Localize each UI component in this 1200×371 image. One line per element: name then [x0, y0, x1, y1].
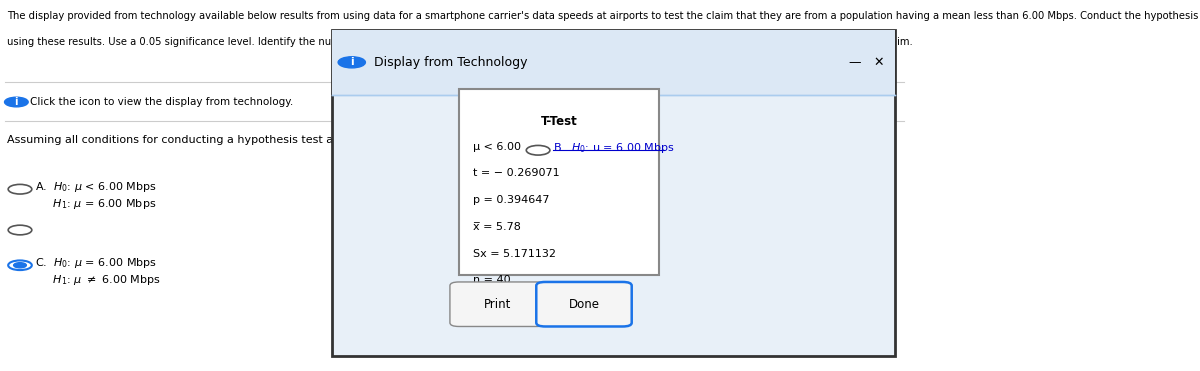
Text: Sx = 5.171132: Sx = 5.171132 [473, 249, 556, 259]
Text: $H_1$: $\mu$ = 6.00 Mbps: $H_1$: $\mu$ = 6.00 Mbps [35, 197, 156, 211]
Text: Assuming all conditions for conducting a hypothesis test are met, what are the n: Assuming all conditions for conducting a… [7, 135, 635, 145]
FancyBboxPatch shape [450, 282, 545, 326]
Text: Done: Done [569, 298, 600, 311]
Text: B.  $H_0$: u = 6.00 Mbps: B. $H_0$: u = 6.00 Mbps [553, 141, 674, 155]
Text: x̅ = 5.78: x̅ = 5.78 [473, 222, 521, 232]
FancyBboxPatch shape [536, 282, 631, 326]
Text: C.  $H_0$: $\mu$ = 6.00 Mbps: C. $H_0$: $\mu$ = 6.00 Mbps [35, 256, 156, 270]
Text: i: i [350, 58, 354, 67]
Text: μ < 6.00: μ < 6.00 [473, 142, 521, 152]
Text: using these results. Use a 0.05 significance level. Identify the null and altern: using these results. Use a 0.05 signific… [7, 37, 913, 47]
Text: Print: Print [484, 298, 511, 311]
Circle shape [338, 57, 365, 68]
FancyBboxPatch shape [331, 30, 895, 95]
Text: Display from Technology: Display from Technology [373, 56, 527, 69]
Circle shape [13, 263, 26, 268]
Text: p = 0.394647: p = 0.394647 [473, 195, 550, 205]
Text: $H_1$: $\mu$ $\neq$ 6.00 Mbps: $H_1$: $\mu$ $\neq$ 6.00 Mbps [35, 273, 161, 288]
FancyBboxPatch shape [331, 30, 895, 356]
Text: t = − 0.269071: t = − 0.269071 [473, 168, 559, 178]
Circle shape [5, 97, 28, 107]
Text: —: — [848, 56, 860, 69]
FancyBboxPatch shape [460, 89, 659, 275]
Text: T-Test: T-Test [541, 115, 577, 128]
Text: A.  $H_0$: $\mu$ < 6.00 Mbps: A. $H_0$: $\mu$ < 6.00 Mbps [35, 180, 156, 194]
Text: Click the icon to view the display from technology.: Click the icon to view the display from … [30, 97, 293, 107]
Text: n = 40: n = 40 [473, 275, 510, 285]
Text: i: i [14, 97, 18, 107]
Text: The display provided from technology available below results from using data for: The display provided from technology ava… [7, 11, 1200, 21]
Text: ✕: ✕ [874, 56, 884, 69]
